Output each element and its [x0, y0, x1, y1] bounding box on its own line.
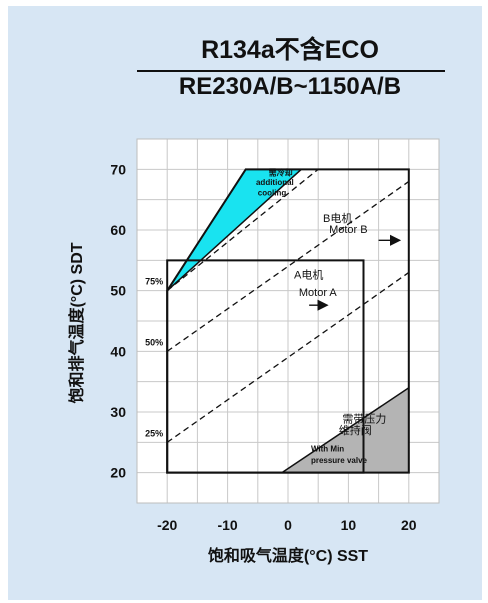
x-tick-label: -20: [157, 517, 177, 533]
title-divider: [137, 70, 445, 72]
x-tick-label: 10: [341, 517, 357, 533]
x-axis-label: 饱和吸气温度(°C) SST: [208, 546, 368, 565]
percent-line-label: 50%: [145, 337, 163, 347]
annotation-cooling-cn: 需冷却: [269, 167, 293, 177]
annotation-motorb-cn: B电机: [323, 211, 352, 225]
y-tick-label: 50: [110, 283, 126, 299]
annotation-motorb-en: Motor B: [329, 224, 368, 236]
annotation-motora-en: Motor A: [299, 287, 338, 299]
plot-border: [136, 138, 440, 504]
y-tick-label: 70: [110, 161, 126, 177]
chart-title: R134a不含ECO: [201, 36, 379, 64]
annotation-cooling-en2: cooling: [258, 188, 287, 197]
annotation-cooling-en1: additional: [256, 178, 294, 187]
y-tick-label: 30: [110, 404, 126, 420]
x-tick-label: -10: [217, 517, 237, 533]
annotation-valve-cn1: 需带压力: [342, 412, 386, 425]
y-tick-label: 60: [110, 222, 126, 238]
percent-line-0: [166, 168, 319, 292]
x-tick-label: 0: [284, 517, 292, 533]
envelope-outlines-layer: [166, 168, 410, 474]
tick-labels-layer: -20 -10 0 10 20 20 30 40 50 60 70: [110, 161, 416, 533]
chart-subtitle: RE230A/B~1150A/B: [178, 73, 402, 100]
annotation-motora-cn: A电机: [294, 268, 323, 282]
percent-lines-layer: 75% 50% 25%: [145, 168, 410, 443]
y-tick-label: 40: [110, 343, 126, 359]
annotation-valve-en2: pressure valve: [311, 456, 368, 465]
percent-line-label: 75%: [145, 277, 163, 287]
annotation-valve-cn2: 维持阀: [339, 423, 372, 437]
percent-line-label: 25%: [145, 428, 163, 438]
annotation-valve-en1: With Min: [311, 444, 344, 453]
x-tick-label: 20: [401, 517, 417, 533]
envelope-outline-1: [166, 259, 365, 474]
y-tick-label: 20: [110, 465, 126, 481]
y-axis-label: 饱和排气温度(°C) SDT: [67, 242, 86, 403]
